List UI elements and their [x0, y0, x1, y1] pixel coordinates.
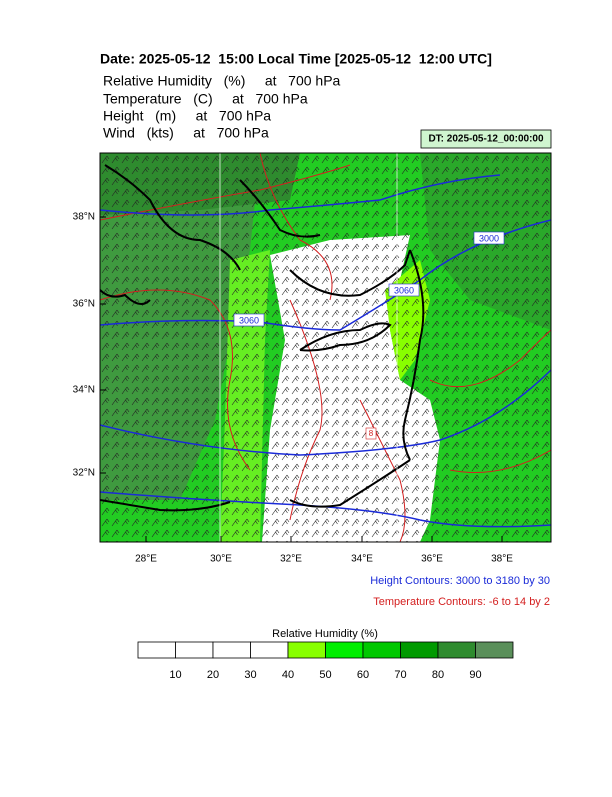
title: Date: 2025-05-12 15:00 Local Time [2025-…: [100, 51, 492, 67]
contour-label-box: [365, 427, 377, 440]
colorbar-label: 50: [319, 669, 331, 681]
map-axes: 38°N 36°N 34°N 32°N 28°E 30°E 32°E 34°E 36°E 38°E: [73, 212, 514, 565]
colorbar-box: [287, 641, 326, 659]
field-line: Relative Humidity (%) at 700 hPa: [103, 73, 341, 89]
colorbar-box: [400, 641, 439, 659]
height-contour-note: Height Contours: 3000 to 3180 by 30: [370, 575, 550, 587]
contour-label-box: [388, 283, 420, 297]
lat-label: 34°N: [73, 385, 95, 396]
colorbar-box: [175, 641, 214, 659]
contour-label-box: [233, 313, 265, 327]
colorbar-label: 10: [169, 669, 181, 681]
colorbar-box: [137, 641, 176, 659]
lat-label: 32°N: [73, 468, 95, 479]
lon-label: 32°E: [280, 554, 302, 565]
lon-label: 38°E: [491, 554, 513, 565]
map-field: 3000 3060 3060 8: [100, 153, 551, 542]
contour-label: 3060: [394, 285, 414, 295]
dt-label: DT: 2025-05-12_00:00:00: [428, 134, 544, 145]
field-line: Wind (kts) at 700 hPa: [103, 125, 269, 141]
colorbar-title: Relative Humidity (%): [272, 628, 378, 640]
lat-label: 38°N: [73, 212, 95, 223]
colorbar-label: 40: [282, 669, 294, 681]
temperature-contour-note: Temperature Contours: -6 to 14 by 2: [373, 596, 550, 608]
colorbar-box: [475, 641, 514, 659]
contour-label: 3060: [239, 315, 259, 325]
colorbar-label: 80: [432, 669, 444, 681]
contour-label: 8: [369, 429, 374, 438]
contour-label: 3000: [479, 233, 499, 243]
colorbar-label: 90: [469, 669, 481, 681]
colorbar-label: 70: [394, 669, 406, 681]
coastline: [100, 164, 425, 512]
dt-box: [420, 129, 552, 149]
colorbar-label: 20: [207, 669, 219, 681]
colorbar-box: [362, 641, 401, 659]
lon-label: 36°E: [421, 554, 443, 565]
field-line: Height (m) at 700 hPa: [103, 108, 271, 124]
field-line: Temperature (C) at 700 hPa: [103, 91, 308, 107]
lon-label: 34°E: [351, 554, 373, 565]
colorbar-box: [437, 641, 476, 659]
colorbar: 10 20 30 40 50 60 70 80 90: [137, 641, 514, 681]
height-contours: [100, 174, 551, 528]
map-frame: [99, 152, 552, 543]
colorbar-box: [250, 641, 289, 659]
wind-barbs: [100, 153, 551, 542]
colorbar-box: [325, 641, 364, 659]
colorbar-box: [212, 641, 251, 659]
lon-label: 28°E: [135, 554, 157, 565]
lon-label: 30°E: [210, 554, 232, 565]
colorbar-label: 30: [244, 669, 256, 681]
temperature-contours: [100, 153, 551, 542]
contour-label-box: [473, 231, 505, 245]
lat-label: 36°N: [73, 299, 95, 310]
colorbar-label: 60: [357, 669, 369, 681]
